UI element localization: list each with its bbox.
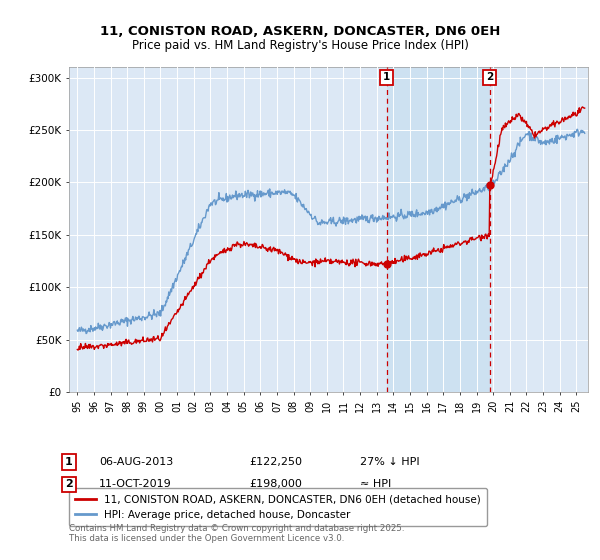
Text: 1: 1 [65, 457, 73, 467]
Text: 11, CONISTON ROAD, ASKERN, DONCASTER, DN6 0EH: 11, CONISTON ROAD, ASKERN, DONCASTER, DN… [100, 25, 500, 38]
Text: 27% ↓ HPI: 27% ↓ HPI [360, 457, 419, 467]
Text: 06-AUG-2013: 06-AUG-2013 [99, 457, 173, 467]
Text: 1: 1 [383, 72, 391, 82]
Text: Price paid vs. HM Land Registry's House Price Index (HPI): Price paid vs. HM Land Registry's House … [131, 39, 469, 52]
Text: Contains HM Land Registry data © Crown copyright and database right 2025.
This d: Contains HM Land Registry data © Crown c… [69, 524, 404, 543]
Text: 2: 2 [65, 479, 73, 489]
Bar [387, 67, 490, 392]
Text: ≈ HPI: ≈ HPI [360, 479, 391, 489]
Legend: 11, CONISTON ROAD, ASKERN, DONCASTER, DN6 0EH (detached house), HPI: Average pri: 11, CONISTON ROAD, ASKERN, DONCASTER, DN… [69, 488, 487, 526]
Text: 2: 2 [486, 72, 493, 82]
Text: £122,250: £122,250 [249, 457, 302, 467]
Text: £198,000: £198,000 [249, 479, 302, 489]
Text: 11-OCT-2019: 11-OCT-2019 [99, 479, 172, 489]
